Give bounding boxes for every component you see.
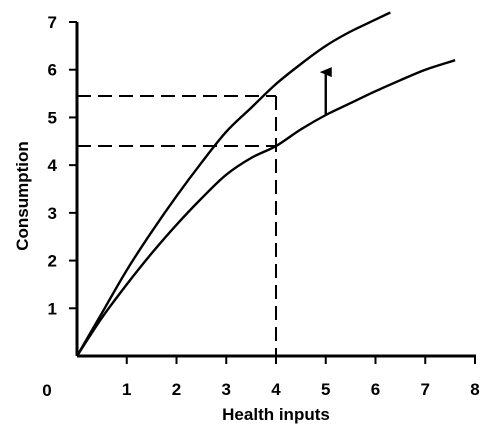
series-curve-1	[75, 11, 391, 357]
ticks: 1 2 3 4 5 6 7 8 1 2 3 4 5 6 7	[48, 13, 480, 399]
y-tick-label-3: 3	[48, 204, 57, 223]
y-tick-label-5: 5	[48, 108, 57, 127]
y-tick-label-7: 7	[48, 13, 57, 32]
x-tick-label-1: 1	[122, 380, 131, 399]
y-tick-label-2: 2	[48, 252, 57, 271]
reference-lines	[77, 94, 277, 356]
x-tick-label-4: 4	[271, 380, 281, 399]
series-curve-2	[75, 59, 456, 357]
series-layer	[75, 11, 456, 357]
x-axis-title: Health inputs	[222, 405, 330, 424]
x-tick-label-6: 6	[371, 380, 380, 399]
x-tick-label-7: 7	[421, 380, 430, 399]
y-tick-label-4: 4	[48, 156, 58, 175]
x-tick-label-8: 8	[470, 380, 479, 399]
y-tick-label-6: 6	[48, 61, 57, 80]
y-axis-title: Consumption	[13, 141, 32, 251]
x-tick-label-2: 2	[172, 380, 181, 399]
y-tick-label-1: 1	[48, 299, 57, 318]
origin-label: 0	[42, 381, 51, 400]
x-tick-label-5: 5	[321, 380, 330, 399]
x-tick-label-3: 3	[222, 380, 231, 399]
